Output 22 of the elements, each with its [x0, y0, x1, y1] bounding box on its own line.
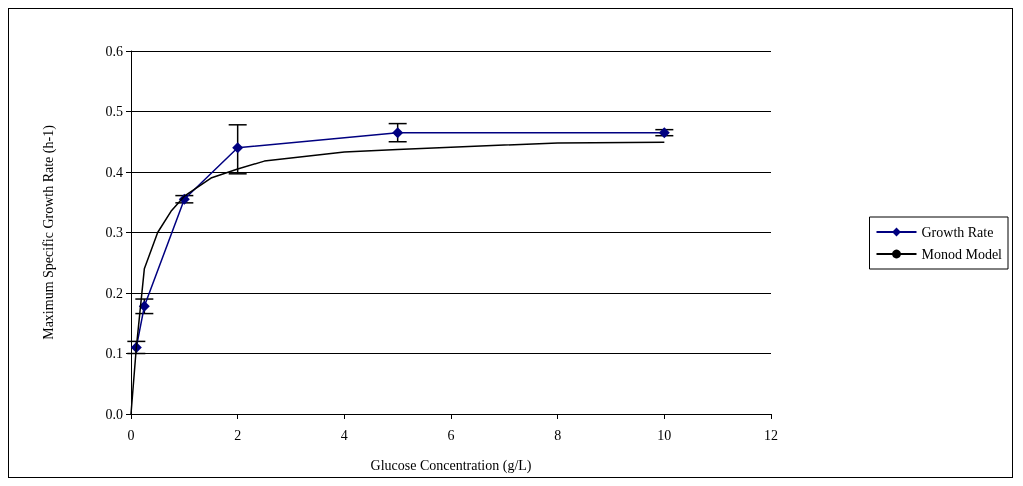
point — [658, 127, 670, 139]
x-axis-title: Glucose Concentration (g/L) — [370, 457, 532, 474]
y-tick-label: 0.0 — [105, 406, 123, 422]
x-tick-label: 2 — [234, 427, 242, 443]
y-tick-label: 0.1 — [105, 346, 123, 361]
x-tick-label: 10 — [657, 427, 672, 443]
point — [138, 300, 150, 312]
legend-label: Monod Model — [921, 246, 1003, 262]
y-axis-title: Maximum Specific Growth Rate (h-1) — [40, 124, 57, 340]
y-tick-label: 0.5 — [105, 104, 123, 119]
point — [392, 127, 404, 139]
y-tick-label: 0.6 — [105, 43, 123, 59]
y-tick-label: 0.4 — [105, 164, 123, 180]
y-tick-label: 0.3 — [105, 225, 123, 240]
x-tick-label: 4 — [340, 427, 348, 443]
x-tick-label: 12 — [764, 427, 778, 443]
x-tick-label: 8 — [554, 427, 562, 443]
x-tick-label: 6 — [447, 427, 455, 443]
point — [232, 142, 244, 154]
legend-label: Growth Rate — [921, 224, 994, 240]
y-tick-label: 0.2 — [105, 285, 123, 301]
x-tick-label: 0 — [127, 427, 135, 443]
